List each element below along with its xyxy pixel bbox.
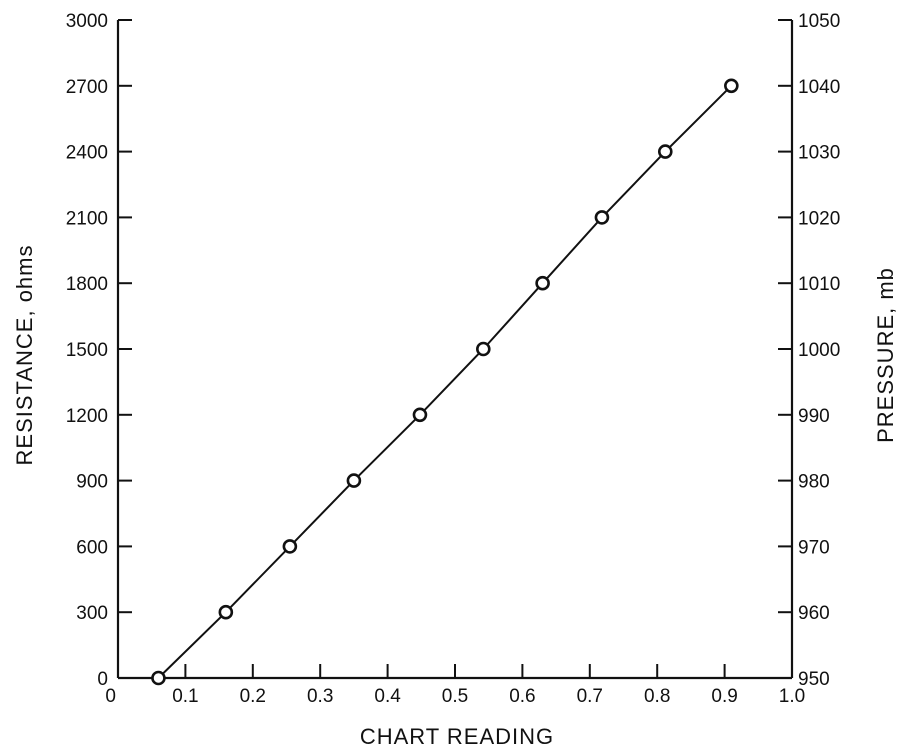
y2-tick-label: 1000 xyxy=(798,340,840,361)
data-point xyxy=(724,78,739,94)
data-point xyxy=(282,539,298,554)
y-tick-label: 3000 xyxy=(66,11,108,32)
data-series xyxy=(151,78,739,686)
y-tick-label: 1500 xyxy=(66,340,108,361)
x-axis-ticks: 0 0.1 0.2 0.3 0.4 0.5 0.6 0.7 0.8 0.9 1.0 xyxy=(105,664,805,707)
y-tick-label: 1200 xyxy=(66,406,108,427)
y2-tick-label: 1050 xyxy=(798,11,840,32)
y2-tick-label: 970 xyxy=(798,537,830,558)
y2-tick-label: 1010 xyxy=(798,274,840,295)
x-axis-title: CHART READING xyxy=(360,724,554,747)
y-tick-label: 600 xyxy=(76,537,108,558)
y2-tick-label: 950 xyxy=(798,669,830,690)
y2-axis-title: PRESSURE, mb xyxy=(873,267,898,443)
y-axis-title: RESISTANCE, ohms xyxy=(12,245,37,466)
x-tick-label: 0.1 xyxy=(172,686,198,707)
y-tick-label: 0 xyxy=(97,669,108,690)
y2-tick-label: 990 xyxy=(798,406,830,427)
data-point xyxy=(535,275,550,291)
x-tick-label: 0.7 xyxy=(577,686,603,707)
y2-tick-label: 980 xyxy=(798,472,830,493)
x-tick-label: 0.3 xyxy=(307,686,333,707)
y2-tick-label: 1040 xyxy=(798,77,840,98)
data-point xyxy=(346,473,362,488)
y2-axis-ticks: 950 960 970 980 990 1000 1010 1020 1030 1040 1050 xyxy=(778,11,840,690)
x-tick-label: 0 xyxy=(105,686,116,707)
x-tick-label: 0.6 xyxy=(509,686,535,707)
y-tick-label: 2700 xyxy=(66,77,108,98)
data-point xyxy=(657,144,673,159)
x-tick-label: 0.9 xyxy=(711,686,737,707)
x-tick-label: 0.8 xyxy=(644,686,670,707)
y2-tick-label: 960 xyxy=(798,603,830,624)
x-tick-label: 1.0 xyxy=(779,686,805,707)
axes xyxy=(116,20,794,680)
data-point xyxy=(151,670,166,686)
data-point xyxy=(594,210,610,225)
y2-tick-label: 1030 xyxy=(798,143,840,164)
x-tick-label: 0.4 xyxy=(374,686,401,707)
data-point xyxy=(476,341,491,357)
series-line xyxy=(157,85,733,679)
y-tick-label: 1800 xyxy=(66,274,108,295)
y2-tick-label: 1020 xyxy=(798,208,840,229)
data-point xyxy=(412,407,428,423)
y-tick-label: 2100 xyxy=(66,208,108,229)
x-tick-label: 0.2 xyxy=(240,686,266,707)
y-axis-ticks: 0 300 600 900 1200 1500 1800 2100 2400 2700 3000 xyxy=(66,11,132,690)
x-tick-label: 0.5 xyxy=(442,686,468,707)
y-tick-label: 300 xyxy=(76,603,108,624)
y-tick-label: 2400 xyxy=(66,143,108,164)
data-point xyxy=(218,604,234,620)
y-tick-label: 900 xyxy=(76,472,108,493)
